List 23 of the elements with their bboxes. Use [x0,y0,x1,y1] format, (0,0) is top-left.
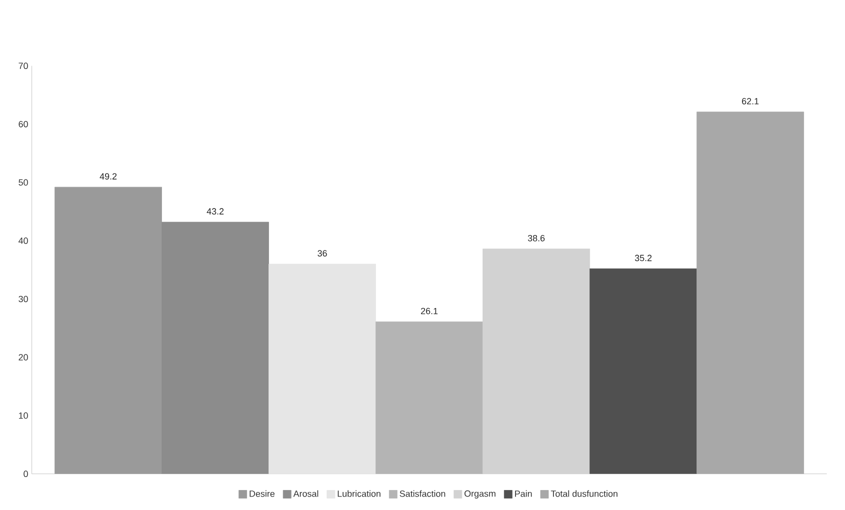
y-tick-label: 0 [24,470,28,478]
legend-label: Pain [515,490,532,497]
legend-label: Desire [250,490,275,497]
data-label: 38.6 [528,234,545,242]
legend-label: Total dusfunction [550,490,618,497]
bar [376,322,484,474]
y-tick-label: 30 [18,296,28,302]
data-label: 35.2 [634,254,652,262]
legend-label: Orgasm [464,490,496,499]
data-label: 49.2 [100,173,117,180]
legend-label: Satisfaction [400,490,446,497]
legend-label: Arosal [293,490,318,497]
y-tick-label: 70 [18,62,28,70]
data-label: 36 [318,250,327,257]
y-tick-label: 40 [18,238,28,244]
data-label: 43.2 [206,208,224,215]
data-label: 26.1 [421,308,438,314]
y-tick-label: 50 [18,179,28,186]
data-label: 62.1 [742,98,759,104]
y-tick-label: 20 [18,354,28,360]
legend-label: Lubrication [338,490,380,497]
y-tick-label: 10 [19,412,28,419]
y-tick-label: 60 [18,120,28,128]
